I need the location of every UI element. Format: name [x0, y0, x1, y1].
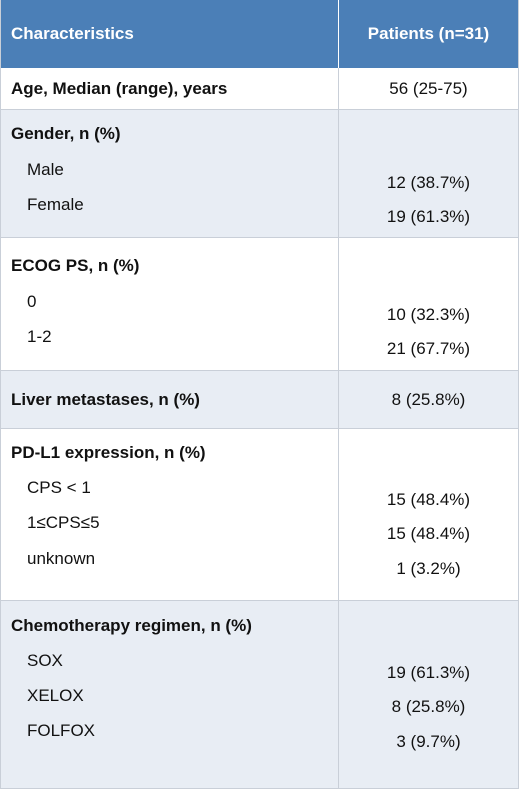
sub-label-cps-1-5: 1≤CPS≤5	[27, 513, 100, 532]
row-label-age: Age, Median (range), years	[11, 79, 228, 98]
sub-value-male: 12 (38.7%)	[386, 173, 471, 192]
table-row: PD-L1 expression, n (%) CPS < 1 1≤CPS≤5 …	[1, 429, 518, 601]
sub-value-folfox: 3 (9.7%)	[396, 732, 461, 751]
table-row: Age, Median (range), years 56 (25-75)	[1, 68, 518, 110]
sub-label-ecog-1-2: 1-2	[27, 327, 52, 346]
row-value-cell: 15 (48.4%) 15 (48.4%) 1 (3.2%)	[338, 429, 518, 600]
sub-value-female: 19 (61.3%)	[386, 207, 471, 226]
row-value-cell: 10 (32.3%) 21 (67.7%)	[338, 238, 518, 370]
sub-label-female: Female	[27, 195, 84, 214]
row-value-age: 56 (25-75)	[338, 68, 518, 109]
row-value-cell: 12 (38.7%) 19 (61.3%)	[338, 110, 518, 237]
sub-label-xelox: XELOX	[27, 686, 84, 705]
sub-value-sox: 19 (61.3%)	[386, 663, 471, 682]
row-label-cell: ECOG PS, n (%) 0 1-2	[1, 238, 338, 370]
table-row: ECOG PS, n (%) 0 1-2 10 (32.3%) 21 (67.7…	[1, 238, 518, 371]
row-label-cell: Gender, n (%) Male Female	[1, 110, 338, 237]
row-label-liver: Liver metastases, n (%)	[11, 390, 200, 409]
table-row: Liver metastases, n (%) 8 (25.8%)	[1, 371, 518, 429]
row-label-gender: Gender, n (%)	[11, 124, 121, 143]
header-patients: Patients (n=31)	[338, 0, 518, 68]
sub-label-ecog-0: 0	[27, 292, 37, 311]
row-label-pdl1: PD-L1 expression, n (%)	[11, 443, 206, 462]
header-characteristics: Characteristics	[11, 24, 134, 43]
row-label-chemo: Chemotherapy regimen, n (%)	[11, 616, 252, 635]
sub-value-xelox: 8 (25.8%)	[391, 697, 466, 716]
row-label-cell: Chemotherapy regimen, n (%) SOX XELOX FO…	[1, 601, 338, 788]
table-row: Gender, n (%) Male Female 12 (38.7%) 19 …	[1, 110, 518, 238]
sub-label-folfox: FOLFOX	[27, 721, 96, 740]
row-label-cell: PD-L1 expression, n (%) CPS < 1 1≤CPS≤5 …	[1, 429, 338, 600]
sub-value-cps-1-5: 15 (48.4%)	[386, 524, 471, 543]
sub-value-cps-lt1: 15 (48.4%)	[386, 490, 471, 509]
sub-label-unknown: unknown	[27, 549, 96, 568]
row-value-liver: 8 (25.8%)	[338, 371, 518, 428]
row-label-ecog: ECOG PS, n (%)	[11, 256, 140, 275]
sub-label-sox: SOX	[27, 651, 63, 670]
table-header: Characteristics Patients (n=31)	[1, 0, 518, 68]
row-value-cell: 19 (61.3%) 8 (25.8%) 3 (9.7%)	[338, 601, 518, 788]
sub-value-ecog-1-2: 21 (67.7%)	[386, 339, 471, 358]
sub-label-male: Male	[27, 160, 64, 179]
sub-label-cps-lt1: CPS < 1	[27, 478, 91, 497]
sub-value-unknown: 1 (3.2%)	[396, 559, 461, 578]
sub-value-ecog-0: 10 (32.3%)	[386, 305, 471, 324]
table-row: Chemotherapy regimen, n (%) SOX XELOX FO…	[1, 601, 518, 789]
